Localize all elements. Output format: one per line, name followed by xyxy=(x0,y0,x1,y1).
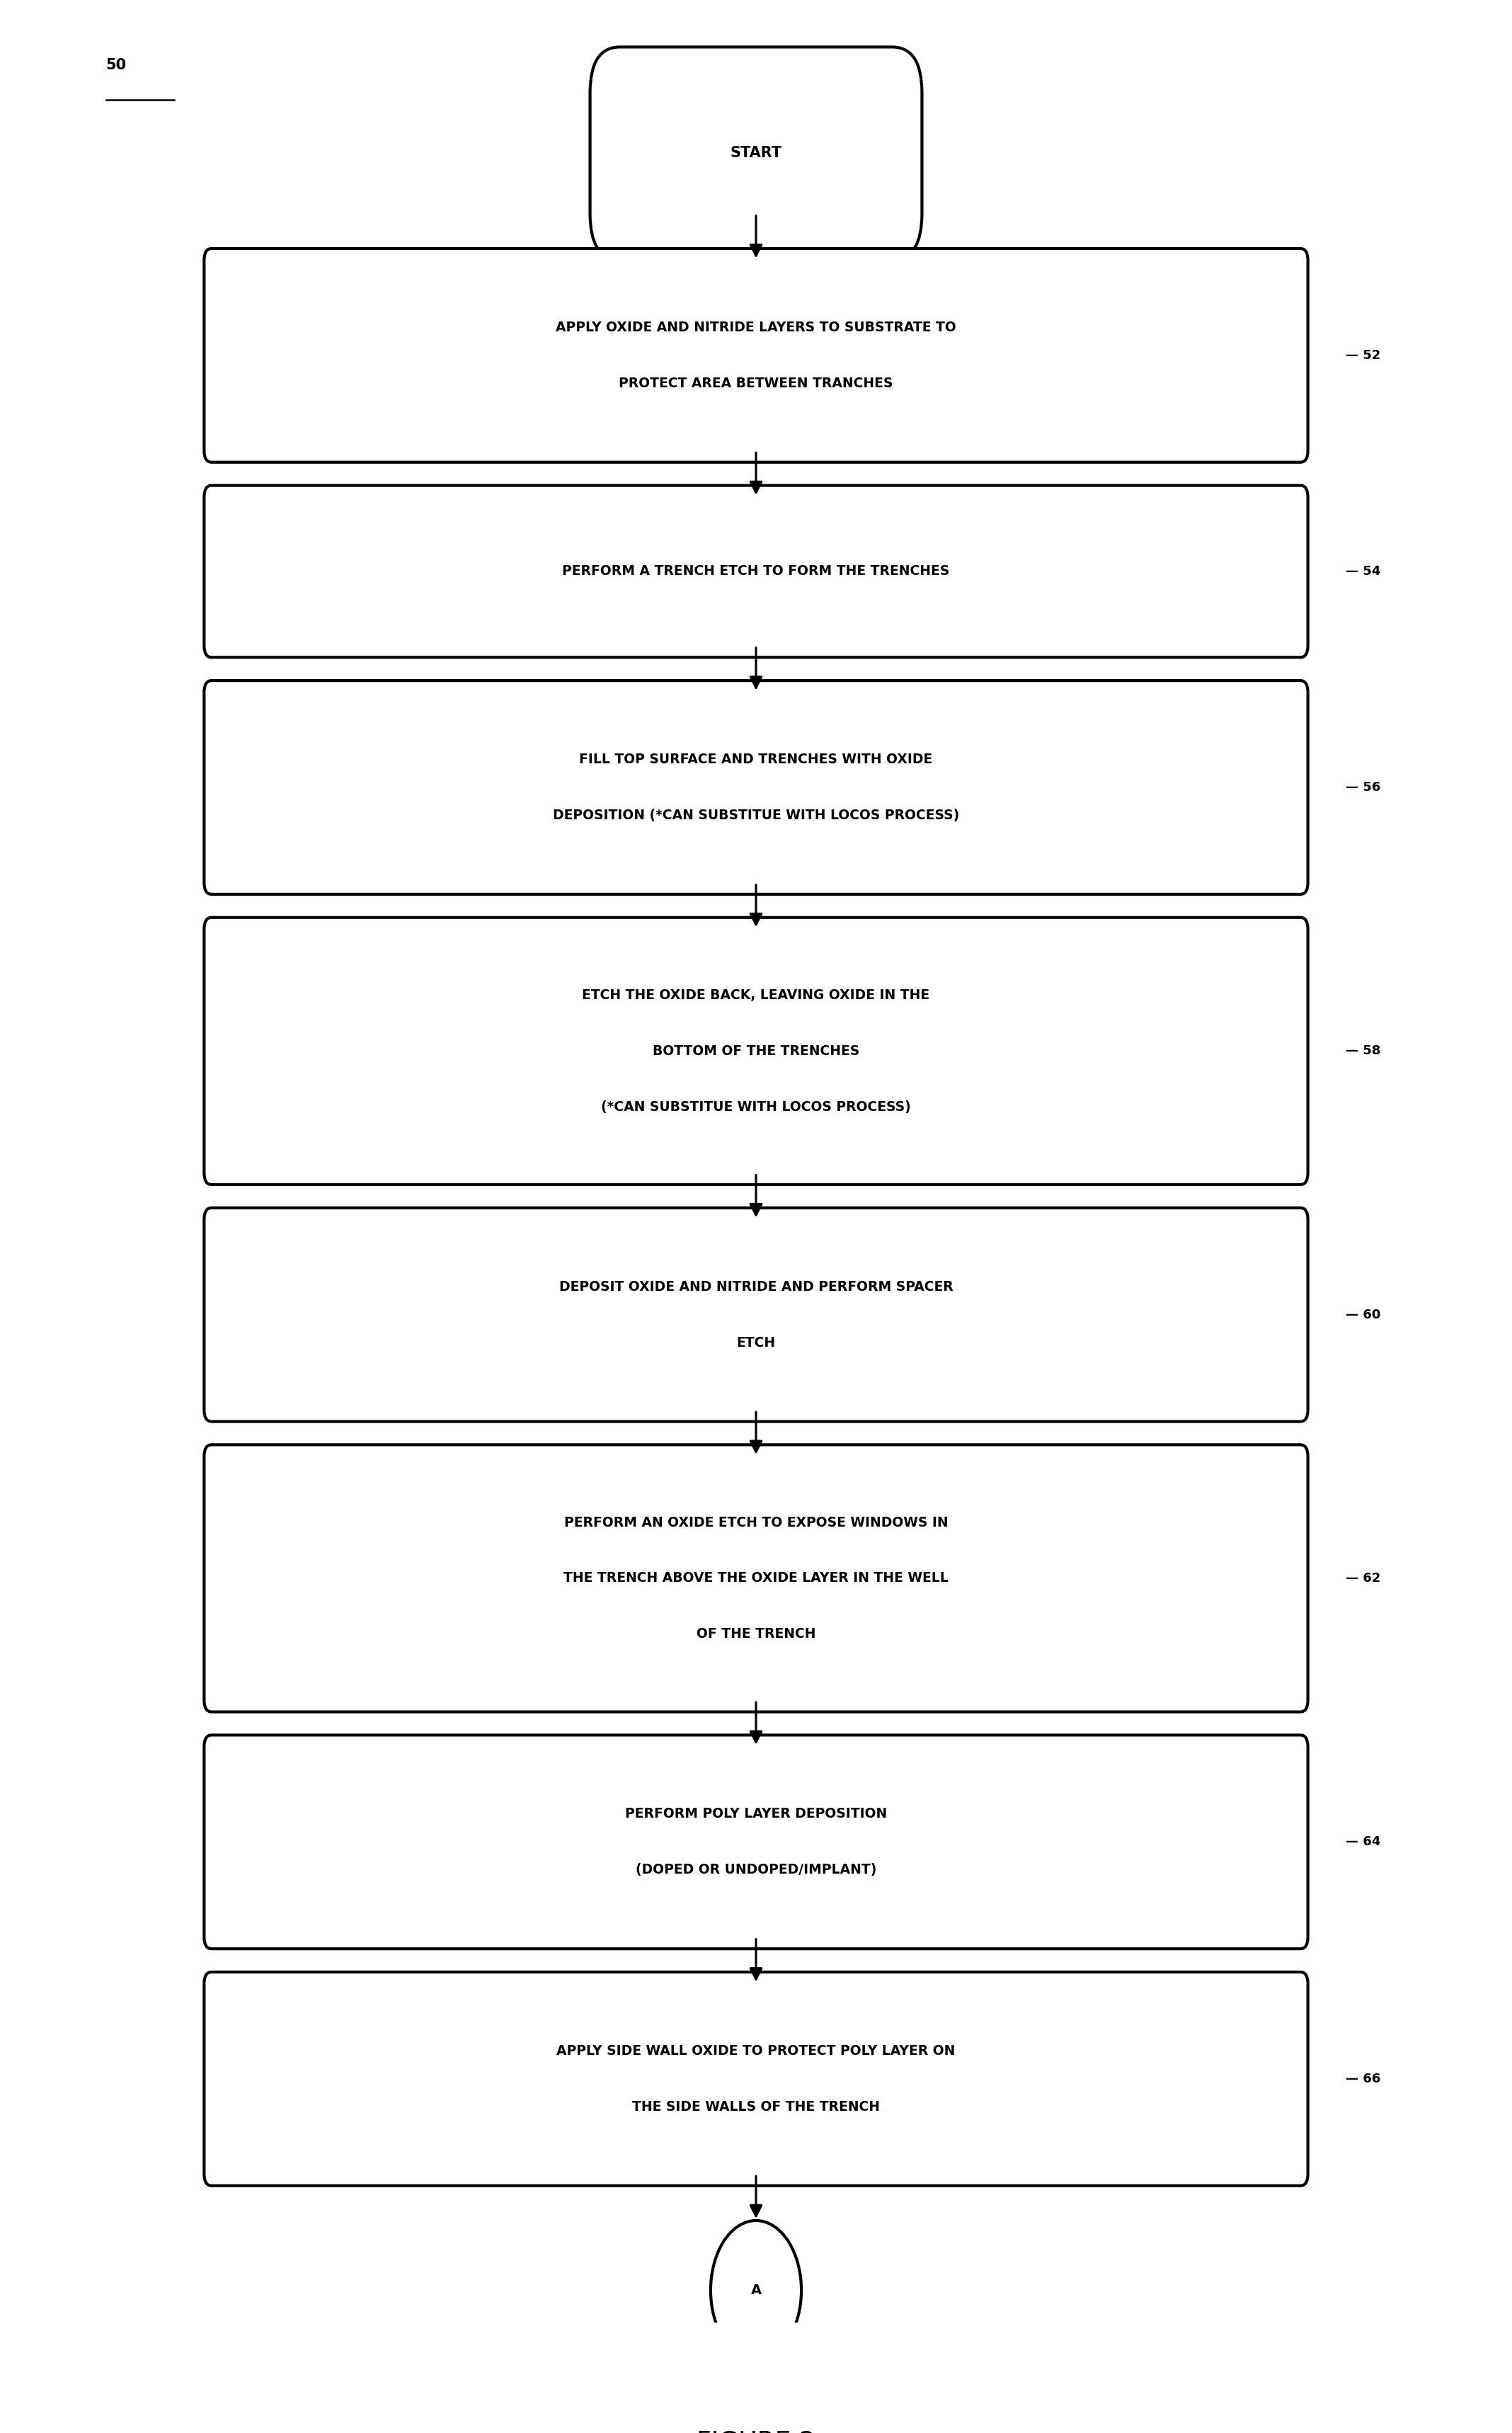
Text: — 54: — 54 xyxy=(1346,564,1380,577)
FancyBboxPatch shape xyxy=(204,1207,1308,1421)
Text: ETCH THE OXIDE BACK, LEAVING OXIDE IN THE: ETCH THE OXIDE BACK, LEAVING OXIDE IN TH… xyxy=(582,988,930,1002)
Text: ETCH: ETCH xyxy=(736,1336,776,1350)
FancyBboxPatch shape xyxy=(204,248,1308,462)
Text: DEPOSIT OXIDE AND NITRIDE AND PERFORM SPACER: DEPOSIT OXIDE AND NITRIDE AND PERFORM SP… xyxy=(559,1280,953,1294)
Text: THE TRENCH ABOVE THE OXIDE LAYER IN THE WELL: THE TRENCH ABOVE THE OXIDE LAYER IN THE … xyxy=(564,1572,948,1584)
Text: APPLY OXIDE AND NITRIDE LAYERS TO SUBSTRATE TO: APPLY OXIDE AND NITRIDE LAYERS TO SUBSTR… xyxy=(556,321,956,333)
FancyBboxPatch shape xyxy=(204,917,1308,1185)
Text: START: START xyxy=(730,146,782,161)
FancyBboxPatch shape xyxy=(590,46,922,260)
FancyBboxPatch shape xyxy=(204,1735,1308,1949)
Text: THE SIDE WALLS OF THE TRENCH: THE SIDE WALLS OF THE TRENCH xyxy=(632,2100,880,2114)
Text: APPLY SIDE WALL OXIDE TO PROTECT POLY LAYER ON: APPLY SIDE WALL OXIDE TO PROTECT POLY LA… xyxy=(556,2044,956,2058)
Text: 50: 50 xyxy=(106,58,127,73)
Text: — 64: — 64 xyxy=(1346,1834,1380,1849)
Text: OF THE TRENCH: OF THE TRENCH xyxy=(697,1628,815,1640)
Text: PROTECT AREA BETWEEN TRANCHES: PROTECT AREA BETWEEN TRANCHES xyxy=(618,377,894,389)
Circle shape xyxy=(711,2221,801,2360)
Text: A: A xyxy=(750,2285,762,2297)
Text: — 58: — 58 xyxy=(1346,1044,1380,1058)
FancyBboxPatch shape xyxy=(204,487,1308,657)
FancyBboxPatch shape xyxy=(204,1445,1308,1713)
Text: PERFORM POLY LAYER DEPOSITION: PERFORM POLY LAYER DEPOSITION xyxy=(624,1808,888,1820)
Text: PERFORM AN OXIDE ETCH TO EXPOSE WINDOWS IN: PERFORM AN OXIDE ETCH TO EXPOSE WINDOWS … xyxy=(564,1516,948,1530)
Text: — 66: — 66 xyxy=(1346,2073,1380,2085)
FancyBboxPatch shape xyxy=(204,1973,1308,2185)
FancyBboxPatch shape xyxy=(204,681,1308,895)
Text: DEPOSITION (*CAN SUBSTITUE WITH LOCOS PROCESS): DEPOSITION (*CAN SUBSTITUE WITH LOCOS PR… xyxy=(553,808,959,822)
Text: (DOPED OR UNDOPED/IMPLANT): (DOPED OR UNDOPED/IMPLANT) xyxy=(635,1864,877,1876)
Text: — 62: — 62 xyxy=(1346,1572,1380,1584)
Text: (*CAN SUBSTITUE WITH LOCOS PROCESS): (*CAN SUBSTITUE WITH LOCOS PROCESS) xyxy=(602,1100,910,1114)
Text: — 56: — 56 xyxy=(1346,781,1380,793)
Text: FIGURE 2: FIGURE 2 xyxy=(697,2431,815,2433)
Text: BOTTOM OF THE TRENCHES: BOTTOM OF THE TRENCHES xyxy=(653,1044,859,1058)
Text: FILL TOP SURFACE AND TRENCHES WITH OXIDE: FILL TOP SURFACE AND TRENCHES WITH OXIDE xyxy=(579,752,933,766)
Text: — 52: — 52 xyxy=(1346,348,1380,363)
Text: PERFORM A TRENCH ETCH TO FORM THE TRENCHES: PERFORM A TRENCH ETCH TO FORM THE TRENCH… xyxy=(562,564,950,579)
Text: — 60: — 60 xyxy=(1346,1309,1380,1321)
